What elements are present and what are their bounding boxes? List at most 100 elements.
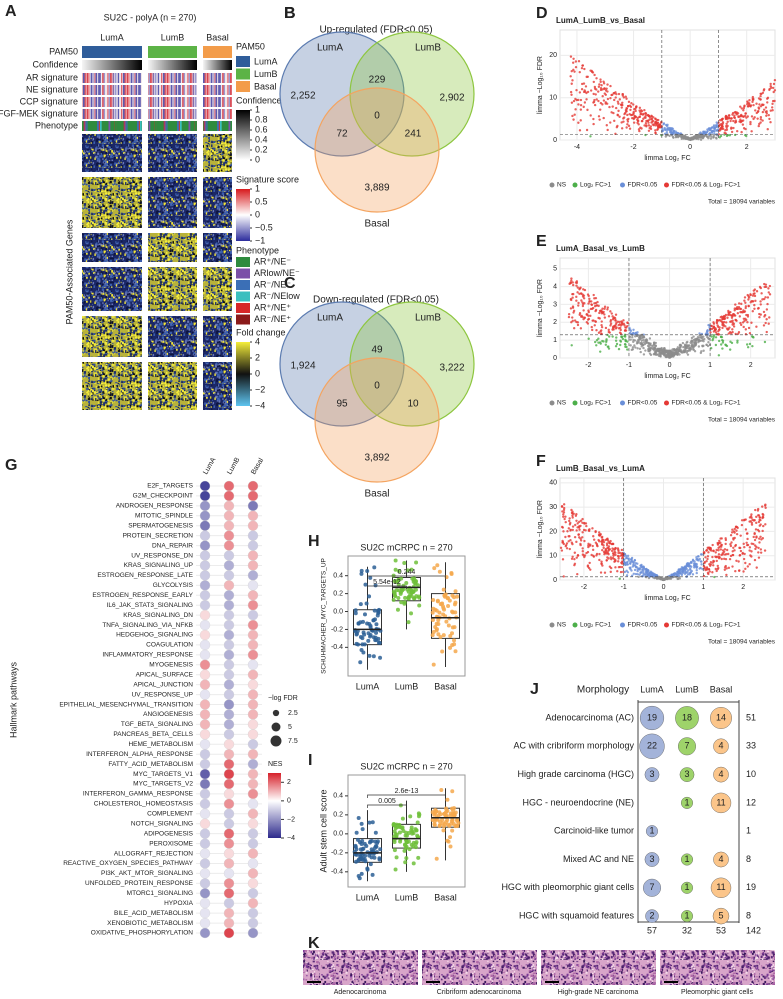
point <box>739 322 741 324</box>
point <box>575 529 577 531</box>
point <box>772 100 774 102</box>
x-tick-label: 2 <box>745 144 749 151</box>
point <box>617 324 619 326</box>
jitter-point <box>415 834 419 838</box>
dot <box>200 749 210 759</box>
point <box>647 348 649 350</box>
dot <box>224 660 234 670</box>
dot <box>248 729 258 739</box>
point <box>619 578 621 580</box>
dot <box>224 690 234 700</box>
legend-swatch <box>236 257 250 267</box>
point <box>759 536 761 538</box>
legend-marker <box>664 623 669 628</box>
point <box>661 349 663 351</box>
dot <box>200 551 210 561</box>
point <box>634 110 636 112</box>
dot <box>248 580 258 590</box>
point <box>717 326 719 328</box>
venn-set-label: LumA <box>317 43 343 54</box>
dot <box>248 531 258 541</box>
point <box>566 530 568 532</box>
panel-label: B <box>284 5 296 22</box>
point <box>746 343 748 345</box>
point <box>593 539 595 541</box>
y-tick-label: -0.4 <box>331 869 343 876</box>
legend-label: FDR<0.05 <box>628 400 658 407</box>
pam50-track <box>82 46 142 58</box>
point <box>731 565 733 567</box>
point <box>744 115 746 117</box>
point <box>762 111 764 113</box>
point <box>573 100 575 102</box>
point <box>708 127 710 129</box>
legend-label: Log₂ FC>1 <box>580 182 612 189</box>
point <box>661 128 663 130</box>
point <box>573 114 575 116</box>
point <box>581 67 583 69</box>
y-tick-label: 0.4 <box>333 793 343 800</box>
point <box>581 531 583 533</box>
row-label: AC with cribriform morphology <box>513 741 634 751</box>
point <box>592 123 594 125</box>
y-axis-label: Adult stem cell score <box>318 789 328 872</box>
point <box>721 558 723 560</box>
point <box>592 549 594 551</box>
image-caption: Pleomorphic giant cells <box>681 989 753 996</box>
point <box>738 302 740 304</box>
point <box>591 329 593 331</box>
point <box>647 114 649 116</box>
point <box>730 545 732 547</box>
point <box>717 543 719 545</box>
phenotype-track <box>148 121 197 131</box>
point <box>715 551 717 553</box>
point <box>685 341 687 343</box>
colorbar <box>236 189 250 241</box>
point <box>611 312 613 314</box>
point <box>753 304 755 306</box>
point <box>605 344 607 346</box>
jitter-point <box>398 840 402 844</box>
point <box>610 558 612 560</box>
jitter-point <box>372 565 376 569</box>
jitter-point <box>403 860 407 864</box>
point <box>708 568 710 570</box>
point <box>720 546 722 548</box>
dot <box>200 560 210 570</box>
jitter-point <box>416 856 420 860</box>
point <box>689 568 691 570</box>
pathway-label: MTORC1_SIGNALING <box>127 890 193 897</box>
count-label: 1 <box>649 826 654 836</box>
point <box>599 81 601 83</box>
point <box>735 319 737 321</box>
point <box>576 573 578 575</box>
point <box>721 347 723 349</box>
jitter-point <box>367 594 371 598</box>
point <box>740 550 742 552</box>
pathway-label: UV_RESPONSE_UP <box>132 691 193 698</box>
point <box>639 348 641 350</box>
legend-marker <box>550 183 555 188</box>
jitter-point <box>454 649 458 653</box>
dot <box>248 640 258 650</box>
point <box>731 317 733 319</box>
point <box>712 564 714 566</box>
point <box>582 288 584 290</box>
point <box>706 329 708 331</box>
point <box>774 79 776 81</box>
point <box>744 302 746 304</box>
point <box>617 100 619 102</box>
point <box>757 111 759 113</box>
point <box>765 106 767 108</box>
point <box>647 119 649 121</box>
point <box>771 103 773 105</box>
point <box>710 137 712 139</box>
point <box>594 341 596 343</box>
point <box>652 572 654 574</box>
point <box>733 325 735 327</box>
point <box>600 342 602 344</box>
legend-label: AR⁻/NE⁺ <box>254 314 291 324</box>
point <box>743 326 745 328</box>
point <box>682 342 684 344</box>
jitter-point <box>403 849 407 853</box>
